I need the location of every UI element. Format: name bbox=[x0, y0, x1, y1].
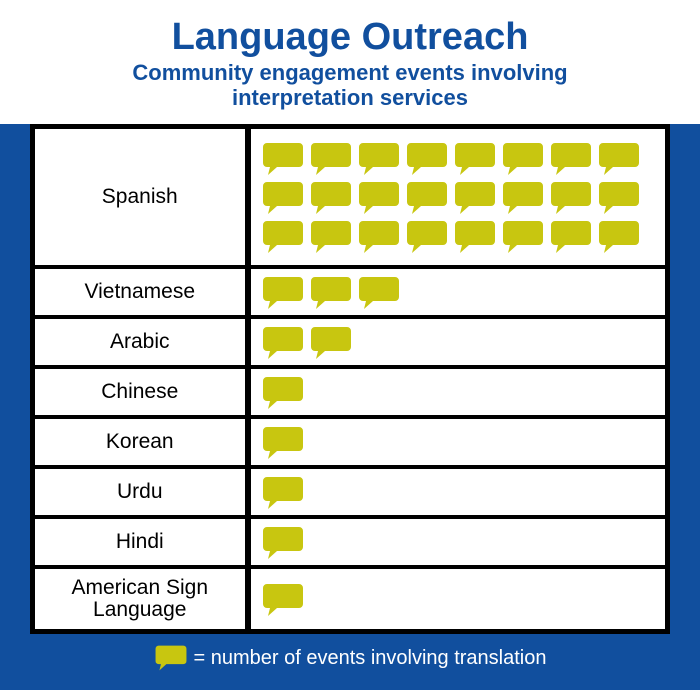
speech-bubble-icon bbox=[309, 141, 353, 177]
speech-bubble-icon bbox=[501, 180, 545, 216]
speech-bubble-icon bbox=[501, 141, 545, 177]
speech-bubble-icon bbox=[357, 180, 401, 216]
speech-bubble-icon bbox=[501, 219, 545, 255]
table-row: American Sign Language bbox=[33, 567, 668, 632]
legend: = number of events involving translation bbox=[30, 644, 670, 672]
event-count-cell bbox=[248, 517, 668, 567]
speech-bubble-icon bbox=[597, 219, 641, 255]
table-row: Vietnamese bbox=[33, 267, 668, 317]
speech-bubble-icon bbox=[261, 525, 305, 561]
speech-bubble-icon bbox=[261, 141, 305, 177]
table-row: Arabic bbox=[33, 317, 668, 367]
speech-bubble-icon bbox=[309, 275, 353, 311]
legend-text: = number of events involving translation bbox=[194, 647, 547, 670]
speech-bubble-icon bbox=[261, 219, 305, 255]
speech-bubble-icon bbox=[154, 644, 188, 672]
speech-bubble-icon bbox=[597, 180, 641, 216]
speech-bubble-icon bbox=[357, 275, 401, 311]
event-count-cell bbox=[248, 567, 668, 632]
event-count-cell bbox=[248, 367, 668, 417]
subtitle-line-1: Community engagement events involving bbox=[132, 60, 567, 85]
event-count-cell bbox=[248, 467, 668, 517]
speech-bubble-icon bbox=[261, 275, 305, 311]
language-label: Vietnamese bbox=[33, 267, 248, 317]
speech-bubble-icon bbox=[405, 219, 449, 255]
chart-body: SpanishVietnameseArabicChineseKoreanUrdu… bbox=[0, 124, 700, 690]
header: Language Outreach Community engagement e… bbox=[0, 0, 700, 124]
event-count-cell bbox=[248, 267, 668, 317]
speech-bubble-icon bbox=[261, 375, 305, 411]
speech-bubble-icon bbox=[549, 219, 593, 255]
language-label: Hindi bbox=[33, 517, 248, 567]
table-row: Chinese bbox=[33, 367, 668, 417]
language-label: Urdu bbox=[33, 467, 248, 517]
speech-bubble-icon bbox=[357, 219, 401, 255]
speech-bubble-icon bbox=[261, 582, 305, 618]
speech-bubble-icon bbox=[261, 325, 305, 361]
speech-bubble-icon bbox=[261, 425, 305, 461]
event-count-cell bbox=[248, 417, 668, 467]
speech-bubble-icon bbox=[357, 141, 401, 177]
event-count-cell bbox=[248, 317, 668, 367]
page-subtitle: Community engagement events involving in… bbox=[20, 60, 680, 111]
speech-bubble-icon bbox=[549, 180, 593, 216]
language-label: Arabic bbox=[33, 317, 248, 367]
speech-bubble-icon bbox=[309, 180, 353, 216]
speech-bubble-icon bbox=[453, 180, 497, 216]
table-row: Spanish bbox=[33, 127, 668, 267]
speech-bubble-icon bbox=[405, 180, 449, 216]
language-table: SpanishVietnameseArabicChineseKoreanUrdu… bbox=[30, 124, 670, 634]
page-title: Language Outreach bbox=[20, 18, 680, 58]
event-count-cell bbox=[248, 127, 668, 267]
speech-bubble-icon bbox=[597, 141, 641, 177]
table-row: Hindi bbox=[33, 517, 668, 567]
speech-bubble-icon bbox=[309, 325, 353, 361]
speech-bubble-icon bbox=[549, 141, 593, 177]
speech-bubble-icon bbox=[453, 219, 497, 255]
table-row: Urdu bbox=[33, 467, 668, 517]
language-label: Korean bbox=[33, 417, 248, 467]
speech-bubble-icon bbox=[261, 180, 305, 216]
language-label: Chinese bbox=[33, 367, 248, 417]
language-label: Spanish bbox=[33, 127, 248, 267]
language-label: American Sign Language bbox=[33, 567, 248, 632]
speech-bubble-icon bbox=[405, 141, 449, 177]
speech-bubble-icon bbox=[261, 475, 305, 511]
table-row: Korean bbox=[33, 417, 668, 467]
subtitle-line-2: interpretation services bbox=[232, 85, 468, 110]
speech-bubble-icon bbox=[309, 219, 353, 255]
speech-bubble-icon bbox=[453, 141, 497, 177]
